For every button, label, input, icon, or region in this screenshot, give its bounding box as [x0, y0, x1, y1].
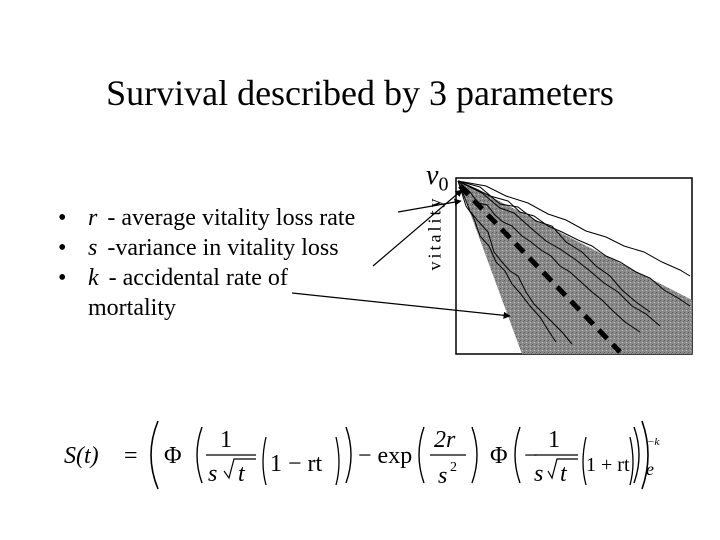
param-desc-s: -variance in vitality loss — [107, 235, 339, 261]
sqrt-sign-1 — [223, 458, 256, 480]
pointer-s — [372, 189, 463, 267]
vitality-path — [457, 180, 557, 343]
paren-left-1 — [196, 426, 203, 484]
frac-t-3: t — [560, 461, 568, 487]
bullet-dot: • — [58, 235, 67, 261]
paren-right-1 — [345, 426, 352, 484]
outer-paren-right — [641, 420, 649, 490]
param-symbol-s: s — [88, 235, 98, 261]
vitality-path — [457, 180, 661, 327]
frac-numerator-1: 1 — [220, 427, 232, 453]
frac-s-2: s — [438, 463, 447, 489]
sqrt-sign-3 — [547, 458, 578, 480]
frac-numerator-3: 1 — [548, 427, 560, 453]
paren-left-3 — [514, 426, 521, 484]
paren-right-2 — [471, 426, 478, 484]
paren-small-right-3 — [629, 436, 634, 486]
formula-lhs: S(t) — [64, 443, 99, 469]
v0-label: v0 — [426, 160, 448, 197]
term-1-minus-rt: 1 − rt — [270, 451, 323, 477]
bullet-item-s: • s -variance in vitality loss — [58, 233, 355, 263]
bullet-dot: • — [58, 265, 67, 291]
frac-s-1: s — [208, 461, 217, 487]
minus-exp: − exp — [358, 443, 412, 469]
minus-sign: − — [524, 443, 538, 469]
paren-small-left-1 — [262, 436, 267, 486]
slide-title: Survival described by 3 parameters — [106, 73, 614, 113]
vitality-path — [457, 180, 691, 307]
bullet-dot: • — [58, 205, 67, 231]
pointer-r — [397, 198, 462, 213]
survival-formula: S(t) = Φ 1 s t 1 − rt − exp 2r s 2 Φ − 1… — [64, 420, 660, 490]
vitality-path — [457, 180, 651, 313]
paren-left-2 — [418, 426, 425, 484]
vitality-figure — [291, 177, 693, 355]
frac-t-1: t — [238, 461, 246, 487]
vitality-path — [457, 180, 641, 333]
v-symbol: v — [426, 160, 439, 191]
frac-s-3: s — [534, 461, 543, 487]
vitality-path — [457, 180, 691, 277]
exp-base: e — [646, 459, 654, 479]
phi-1: Φ — [164, 443, 182, 469]
frac-s-exponent: 2 — [450, 460, 457, 475]
bullet-item-k: • k - accidental rate of — [58, 263, 355, 293]
term-1-plus-rt: 1 + rt — [586, 454, 630, 476]
bullet-item-r: • r - average vitality loss rate — [58, 203, 355, 233]
param-desc-k: - accidental rate of — [108, 265, 288, 291]
bullet-list: • r - average vitality loss rate • s -va… — [58, 203, 355, 323]
pointer-k — [291, 292, 511, 319]
paren-right-3 — [633, 426, 640, 484]
param-symbol-r: r — [88, 205, 98, 231]
exp-exponent: −kt — [647, 436, 660, 448]
paren-small-left-3 — [582, 436, 587, 486]
paren-small-right-1 — [335, 436, 340, 486]
vitality-envelope — [458, 180, 692, 354]
param-desc-r: - average vitality loss rate — [107, 205, 356, 231]
frac-numerator-2: 2r — [434, 427, 456, 453]
v-subscript: 0 — [438, 173, 449, 196]
formula-equals: = — [124, 443, 138, 469]
param-symbol-k: k — [88, 265, 99, 291]
vitality-path — [457, 180, 573, 345]
outer-paren-left — [150, 420, 159, 490]
param-desc-k-continuation: mortality — [88, 295, 176, 321]
phi-2: Φ — [490, 443, 508, 469]
